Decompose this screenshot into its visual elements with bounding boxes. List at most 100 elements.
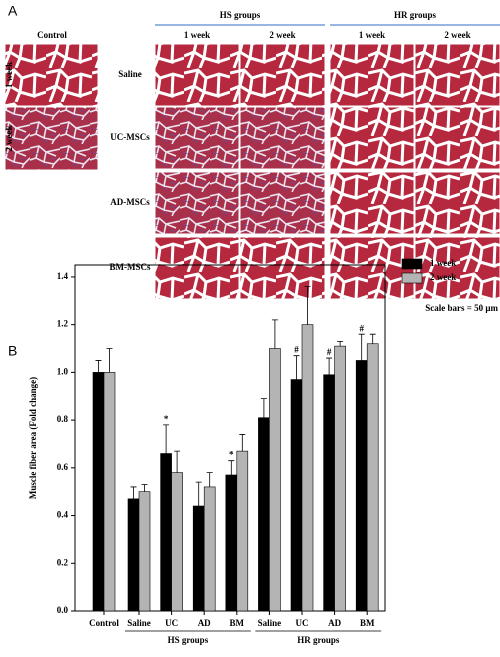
error-bar [95, 360, 102, 373]
error-bar [369, 333, 376, 344]
bar [269, 348, 281, 612]
bar [171, 472, 183, 612]
histology-image [154, 106, 240, 170]
row-label: AD-MSCs [110, 197, 150, 207]
panel-a: A Control 1 week 2 week HS groups 1 week 2 wee… [4, 3, 500, 313]
error-bar [293, 355, 300, 380]
column-label: 2 week [444, 30, 470, 40]
bar [225, 474, 238, 612]
bar [290, 379, 303, 612]
column-label: 1 week [359, 30, 385, 40]
legend-swatch [401, 272, 423, 284]
histology-image [329, 43, 415, 107]
error-bar [130, 486, 137, 499]
y-tick-label: 1.4 [57, 271, 69, 281]
bar [103, 372, 116, 612]
bar [127, 498, 140, 612]
scale-note: Scale bars = 50 μm [425, 303, 498, 313]
histology-image [414, 106, 500, 170]
error-bar [304, 286, 311, 325]
x-tick-label: UC [296, 618, 309, 628]
significance-marker: * [164, 414, 169, 424]
control-title: Control [37, 30, 67, 40]
panel-label: B [8, 343, 17, 359]
x-tick-label: BM [360, 618, 375, 628]
significance-marker: # [294, 345, 299, 355]
error-bar [141, 484, 148, 492]
legend-label: 2 week [430, 272, 456, 282]
y-tick-label: 0.4 [57, 510, 69, 520]
row-label: 2 week [4, 125, 14, 151]
x-tick-label: AD [198, 618, 211, 628]
significance-marker: # [359, 323, 364, 333]
significance-marker: # [327, 347, 332, 357]
histology-image [4, 106, 99, 171]
row-label: Saline [118, 69, 142, 79]
bar [203, 486, 216, 612]
histology-image [239, 236, 326, 300]
histology-image [154, 236, 240, 300]
error-bar [260, 398, 267, 418]
histology-image [4, 43, 99, 107]
histology-image [329, 106, 415, 170]
error-bar [228, 460, 235, 475]
panel-b: B Muscle fiber area (Fold change) 0.0 0.2 0.… [8, 258, 456, 645]
column-label: 1 week [184, 30, 210, 40]
row-label: UC-MSCs [110, 132, 150, 142]
histology-image [329, 236, 415, 300]
histology-image [414, 236, 500, 300]
y-tick-label: 1.2 [57, 319, 69, 329]
error-bar [358, 333, 365, 361]
error-bar [271, 319, 278, 349]
x-tick-label: Saline [127, 618, 151, 628]
bar [258, 417, 270, 612]
error-bar [206, 472, 213, 487]
error-bar [326, 357, 333, 375]
histology-image [329, 171, 415, 235]
x-tick-label: Control [89, 618, 119, 628]
bar [334, 345, 346, 612]
bar [301, 324, 314, 612]
y-tick-label: 1.0 [57, 366, 69, 376]
histology-image [414, 43, 500, 107]
error-bar [239, 434, 246, 452]
bar [92, 372, 105, 612]
histology-image [154, 171, 240, 235]
histology-image [414, 171, 500, 235]
column-label: 2 week [269, 30, 295, 40]
x-tick-label: AD [328, 618, 341, 628]
error-bar [163, 424, 170, 454]
y-tick-label: 0.6 [57, 462, 69, 472]
significance-marker: * [229, 450, 234, 460]
y-axis-title: Muscle fiber area (Fold change) [28, 377, 38, 499]
row-label: 1 week [4, 62, 14, 88]
bar [355, 360, 368, 612]
error-bar [195, 481, 202, 507]
y-tick-label: 0.8 [57, 414, 69, 424]
bar [192, 505, 205, 612]
y-tick-label: 0.0 [57, 605, 69, 615]
group-title: HS groups [220, 10, 261, 20]
x-tick-label: Saline [258, 618, 282, 628]
legend-swatch [401, 258, 423, 270]
bar [160, 453, 172, 612]
error-bar [106, 348, 113, 373]
histology-image [239, 171, 326, 235]
error-bar [337, 340, 344, 347]
bar [236, 450, 249, 612]
group-label: HR groups [297, 635, 340, 645]
group-label: HS groups [168, 635, 209, 645]
y-tick-label: 0.2 [57, 557, 69, 567]
bar [138, 491, 151, 612]
panel-label: A [8, 3, 18, 19]
error-bar [174, 450, 181, 473]
x-tick-label: BM [230, 618, 245, 628]
group-title: HR groups [394, 10, 437, 20]
x-tick-label: UC [165, 618, 178, 628]
bar [366, 343, 379, 612]
histology-image [239, 43, 326, 107]
row-label: BM-MSCs [110, 262, 151, 272]
bar [323, 374, 335, 612]
histology-image [154, 43, 240, 107]
